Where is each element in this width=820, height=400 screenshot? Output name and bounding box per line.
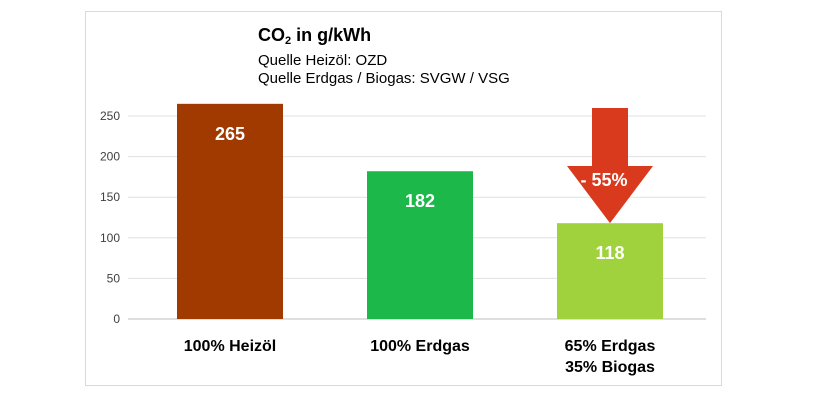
y-tick-label: 50 bbox=[107, 271, 121, 285]
category-label: 100% Heizöl bbox=[184, 338, 276, 355]
data-label: 118 bbox=[595, 243, 624, 263]
y-tick-label: 200 bbox=[100, 150, 120, 164]
category-label: 100% Erdgas bbox=[370, 338, 470, 355]
data-label: 265 bbox=[215, 124, 245, 144]
bar bbox=[177, 103, 283, 319]
y-tick-label: 100 bbox=[100, 231, 120, 245]
chart-title-block: CO2 in g/kWh Quelle Heizöl: OZD Quelle E… bbox=[258, 24, 510, 88]
category-label: 65% Erdgas bbox=[565, 338, 656, 355]
chart-subtitle-1: Quelle Heizöl: OZD bbox=[258, 52, 388, 69]
bar bbox=[557, 223, 663, 319]
y-tick-label: 0 bbox=[113, 312, 120, 326]
reduction-label: - 55% bbox=[580, 170, 627, 190]
category-label: 35% Biogas bbox=[565, 359, 655, 376]
y-tick-label: 250 bbox=[100, 109, 120, 123]
chart-title: CO2 in g/kWh bbox=[258, 25, 372, 47]
reduction-arrow bbox=[567, 108, 653, 224]
bar bbox=[367, 171, 473, 319]
chart-subtitle-2: Quelle Erdgas / Biogas: SVGW / VSG bbox=[258, 70, 510, 87]
y-tick-label: 150 bbox=[100, 190, 120, 204]
data-label: 182 bbox=[405, 191, 435, 211]
